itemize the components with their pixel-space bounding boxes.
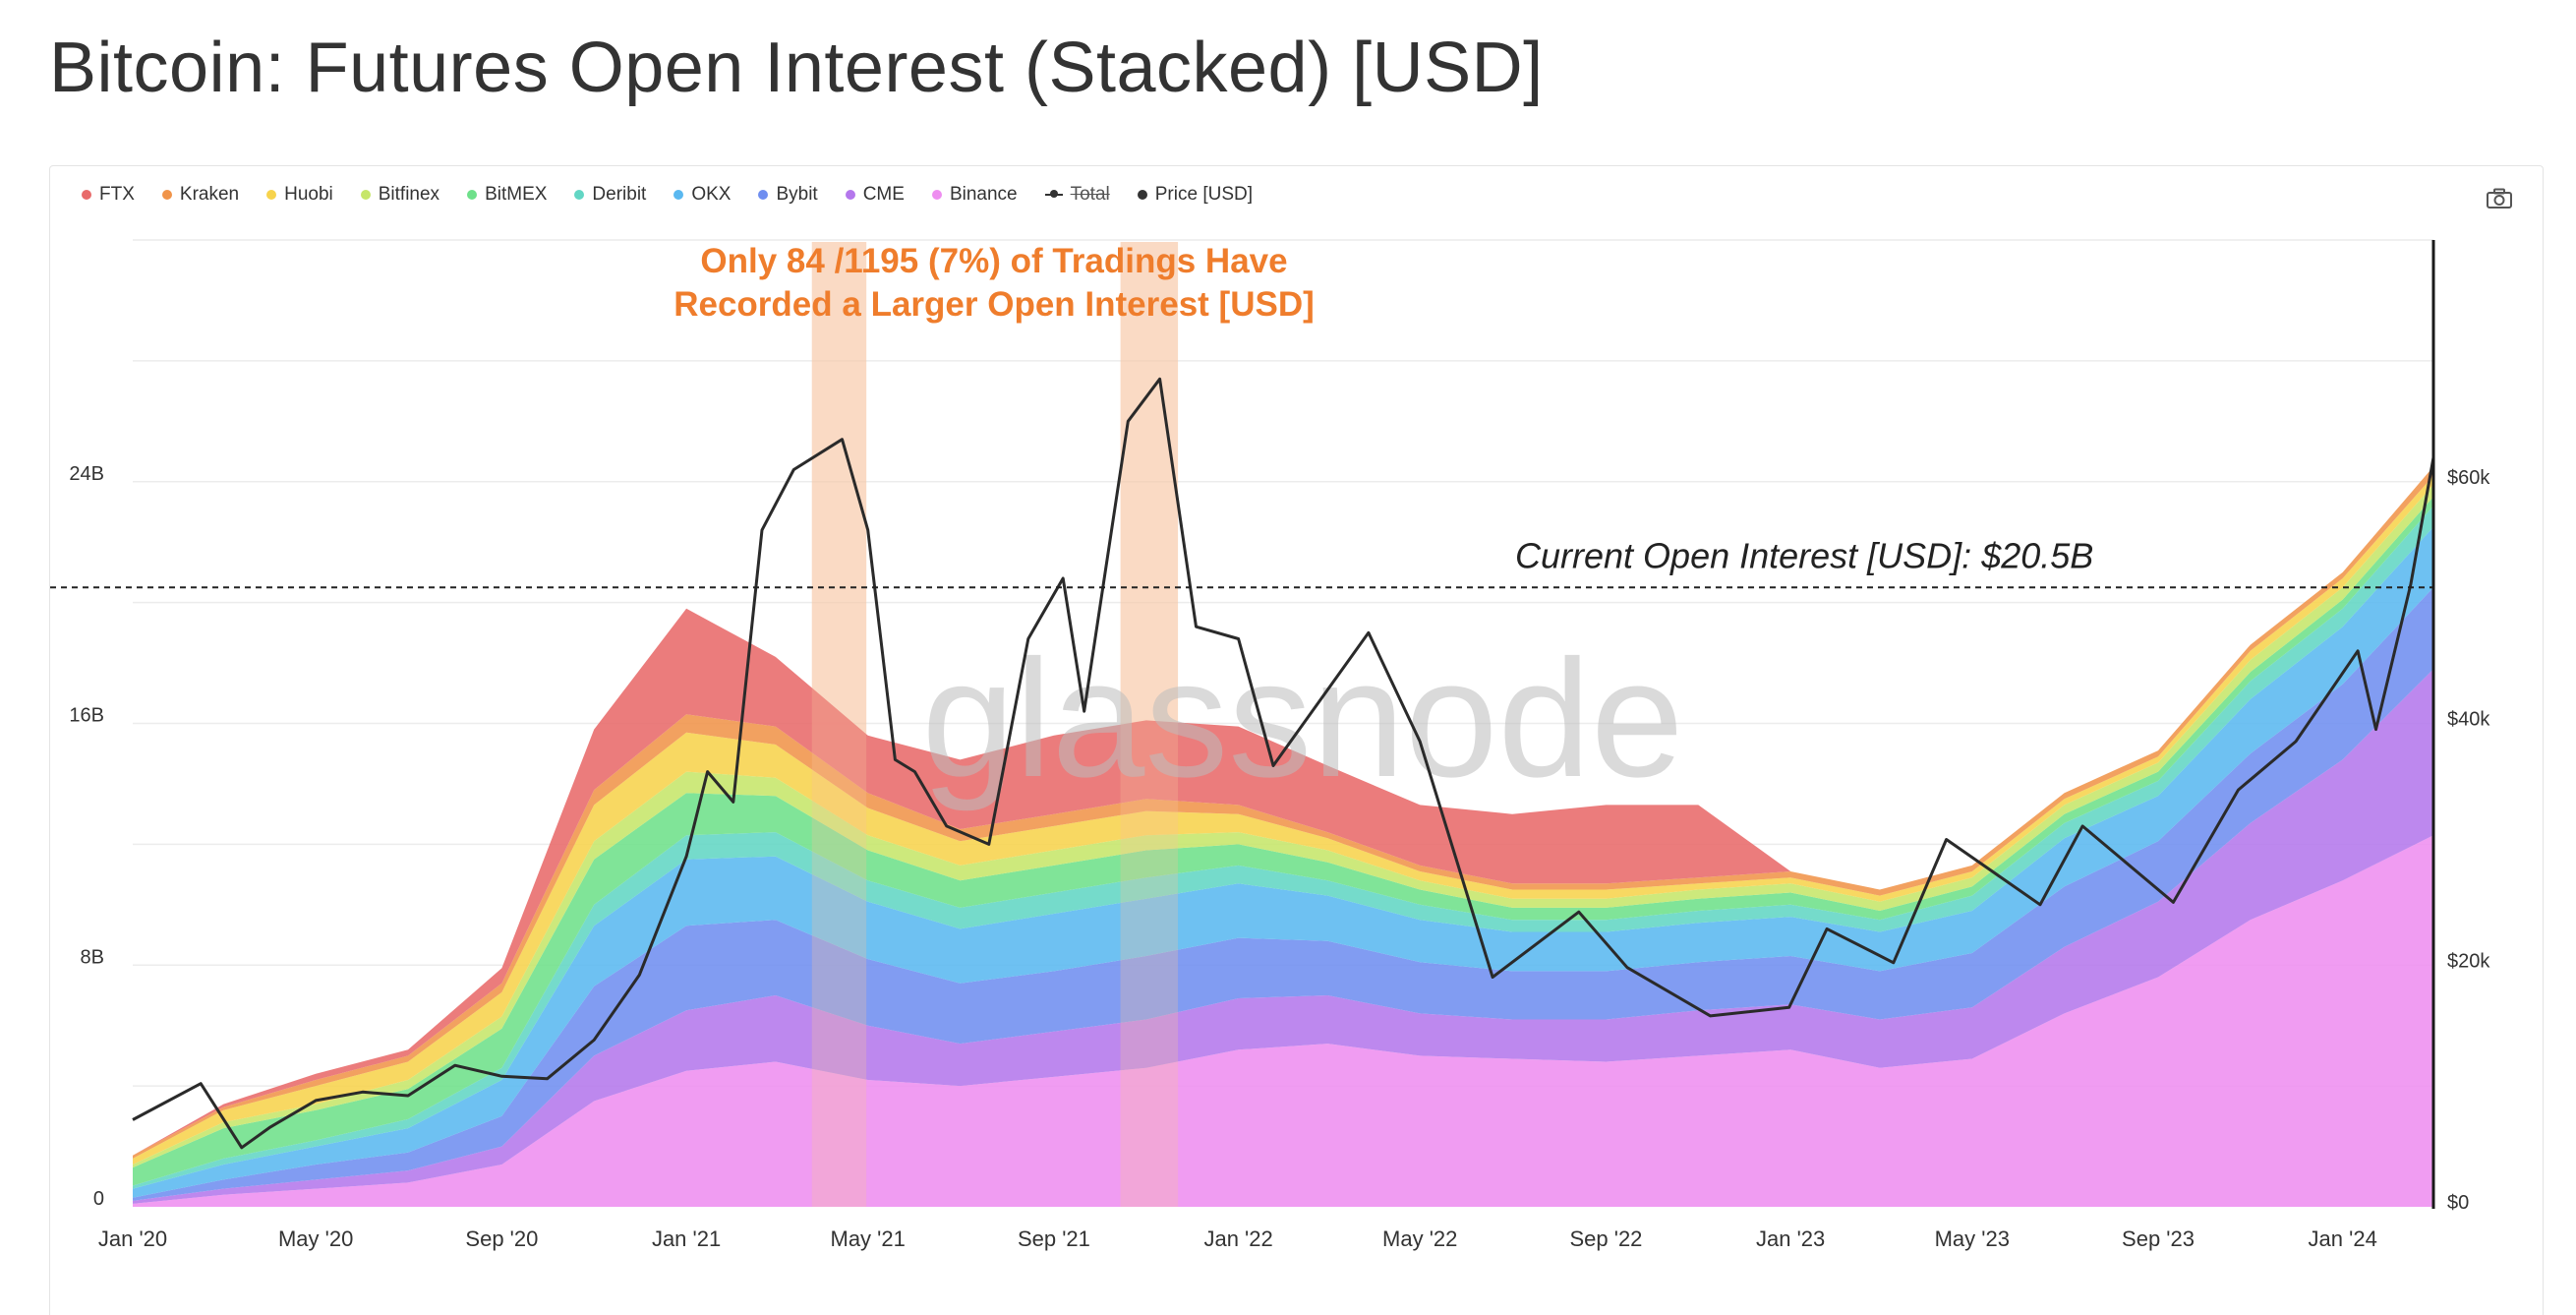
legend-label: FTX xyxy=(99,184,135,205)
legend-dot-icon xyxy=(161,190,172,200)
y-tick-label: 0 xyxy=(93,1188,104,1210)
legend-item-total[interactable]: Total xyxy=(1044,184,1110,206)
legend-item-deribit[interactable]: Deribit xyxy=(574,184,646,206)
x-tick-label: Sep '20 xyxy=(465,1226,538,1251)
camera-icon[interactable] xyxy=(2486,188,2513,209)
highlight-band-overlay xyxy=(811,242,867,1207)
legend-item-okx[interactable]: OKX xyxy=(673,184,731,206)
x-tick-label: Jan '22 xyxy=(1203,1226,1272,1251)
x-tick-label: Jan '21 xyxy=(652,1226,721,1251)
legend-dot-icon xyxy=(82,190,91,200)
legend-dot-icon xyxy=(467,190,478,200)
current-oi-label: Current Open Interest [USD]: $20.5B xyxy=(1515,535,2093,575)
x-tick-label: Jan '24 xyxy=(2309,1226,2377,1251)
legend-label: BitMEX xyxy=(485,184,548,205)
legend-item-huobi[interactable]: Huobi xyxy=(266,184,333,206)
legend-label: Binance xyxy=(949,184,1018,205)
legend-label: Total xyxy=(1070,184,1110,205)
legend-item-binance[interactable]: Binance xyxy=(931,184,1018,206)
annotation-line: Only 84 /1195 (7%) of Tradings Have xyxy=(700,242,1287,280)
area-bitmex xyxy=(133,497,2433,1186)
legend-label: CME xyxy=(862,184,905,205)
legend-item-cme[interactable]: CME xyxy=(845,184,905,206)
chart-panel: FTX Kraken Huobi Bitfinex BitMEX Deribit OKX By… xyxy=(49,165,2544,1315)
legend-dot-icon xyxy=(360,190,371,200)
x-tick-label: Sep '21 xyxy=(1018,1226,1090,1251)
y-tick-label: 24B xyxy=(69,463,104,485)
x-tick-label: May '23 xyxy=(1935,1226,2010,1251)
legend-label: OKX xyxy=(691,184,732,205)
x-tick-label: May '21 xyxy=(831,1226,906,1251)
y2-tick-label: $60k xyxy=(2447,467,2490,489)
x-tick-label: Jan '23 xyxy=(1756,1226,1825,1251)
legend-item-bybit[interactable]: Bybit xyxy=(758,184,818,206)
annotation-line: Recorded a Larger Open Interest [USD] xyxy=(673,285,1315,324)
legend-item-kraken[interactable]: Kraken xyxy=(161,184,240,206)
area-bitfinex xyxy=(133,484,2433,1168)
chart-plot: glassnode Current Open Interest [USD]: $2… xyxy=(50,239,2490,1251)
y2-tick-label: $0 xyxy=(2447,1192,2469,1214)
legend-dot-icon xyxy=(574,190,585,200)
x-tick-label: May '20 xyxy=(278,1226,353,1251)
legend-dot-icon xyxy=(758,190,769,200)
y-tick-label: 16B xyxy=(69,705,104,727)
y2-tick-label: $20k xyxy=(2447,950,2490,972)
y-tick-label: 8B xyxy=(81,946,104,968)
legend-dot-icon xyxy=(266,190,277,200)
watermark: glassnode xyxy=(921,626,1683,812)
legend-label: Huobi xyxy=(284,184,333,205)
legend-item-bitmex[interactable]: BitMEX xyxy=(467,184,547,206)
x-tick-label: Sep '23 xyxy=(2122,1226,2195,1251)
legend-dot-icon xyxy=(1137,190,1147,200)
x-tick-label: Jan '20 xyxy=(98,1226,167,1251)
legend-label: Bybit xyxy=(776,184,818,205)
price-line xyxy=(132,377,2435,1150)
legend-item-price-usd[interactable]: Price [USD] xyxy=(1137,184,1253,206)
x-tick-label: May '22 xyxy=(1382,1226,1457,1251)
page-title: Bitcoin: Futures Open Interest (Stacked)… xyxy=(49,29,1544,107)
legend-item-ftx[interactable]: FTX xyxy=(82,184,135,206)
legend-label: Price [USD] xyxy=(1154,184,1253,205)
y2-tick-label: $40k xyxy=(2447,709,2490,731)
legend-line-swatch-icon xyxy=(1044,190,1063,198)
legend-dot-icon xyxy=(845,190,855,200)
highlight-band-overlay xyxy=(1120,242,1179,1207)
area-huobi xyxy=(133,475,2433,1166)
area-binance xyxy=(133,835,2433,1207)
legend-label: Bitfinex xyxy=(378,184,440,205)
legend-label: Deribit xyxy=(592,184,647,205)
legend-item-bitfinex[interactable]: Bitfinex xyxy=(360,184,440,206)
area-ftx xyxy=(133,466,2433,1156)
legend-dot-icon xyxy=(931,190,942,200)
x-tick-label: Sep '22 xyxy=(1569,1226,1642,1251)
legend-label: Kraken xyxy=(179,184,240,205)
chart-legend: FTX Kraken Huobi Bitfinex BitMEX Deribit OKX By… xyxy=(82,184,1280,206)
legend-dot-icon xyxy=(673,190,684,200)
